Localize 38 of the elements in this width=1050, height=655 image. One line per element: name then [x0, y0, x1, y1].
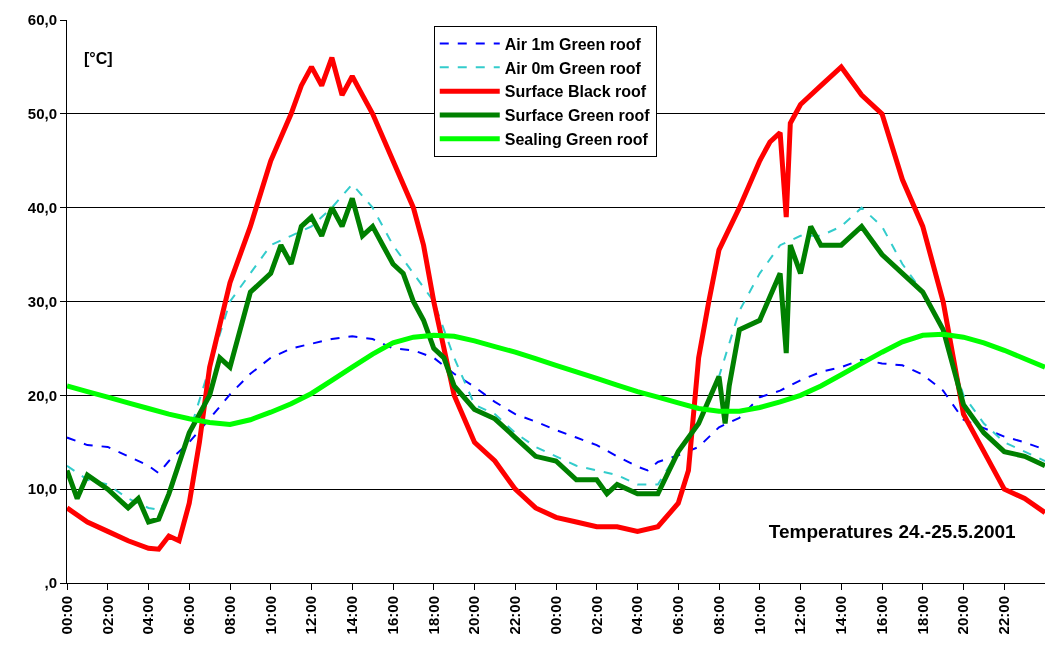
x-tick-label: 14:00	[832, 596, 850, 635]
y-axis-title: [°C]	[84, 50, 113, 67]
x-tick-label: 06:00	[669, 596, 687, 635]
x-tick-label: 18:00	[913, 596, 931, 635]
x-tick-label: 16:00	[383, 596, 401, 635]
legend-label: Surface Green roof	[504, 107, 651, 125]
y-tick-label: 20,0	[27, 386, 57, 404]
x-tick-label: 22:00	[995, 596, 1013, 635]
x-tick-label: 20:00	[465, 596, 483, 635]
x-tick-label: 02:00	[98, 596, 116, 635]
x-tick-label: 02:00	[587, 596, 605, 635]
legend-label: Sealing Green roof	[504, 130, 649, 148]
legend-label: Air 0m Green roof	[504, 59, 642, 77]
legend-label: Surface Black roof	[504, 83, 647, 101]
x-tick-label: 04:00	[628, 596, 646, 635]
y-tick-label: 30,0	[27, 292, 57, 310]
x-tick-label: 00:00	[57, 596, 75, 635]
y-tick-label: 50,0	[27, 105, 57, 123]
legend-label: Air 1m Green roof	[504, 35, 642, 53]
x-tick-label: 06:00	[180, 596, 198, 635]
x-tick-label: 18:00	[424, 596, 442, 635]
y-tick-label: 10,0	[27, 480, 57, 498]
x-tick-label: 12:00	[302, 596, 320, 635]
x-tick-label: 14:00	[343, 596, 361, 635]
x-tick-label: 10:00	[261, 596, 279, 635]
y-tick-label: 60,0	[27, 11, 57, 29]
x-tick-label: 10:00	[750, 596, 768, 635]
x-tick-label: 00:00	[546, 596, 564, 635]
x-tick-label: 08:00	[709, 596, 727, 635]
x-tick-label: 20:00	[954, 596, 972, 635]
y-tick-label: ,0	[44, 574, 57, 592]
x-tick-label: 08:00	[220, 596, 238, 635]
x-tick-label: 12:00	[791, 596, 809, 635]
x-tick-label: 16:00	[872, 596, 890, 635]
text: Temperatures 24.-25.5.2001	[768, 520, 1017, 542]
x-tick-label: 22:00	[506, 596, 524, 635]
y-tick-label: 40,0	[27, 198, 57, 216]
x-tick-label: 04:00	[139, 596, 157, 635]
